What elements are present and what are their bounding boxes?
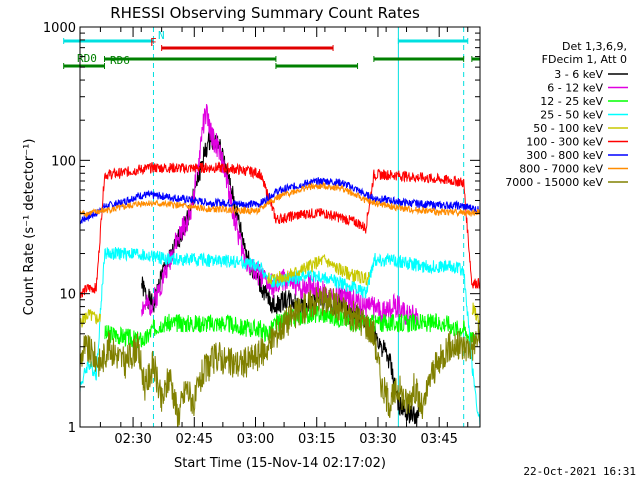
series-line-4 [80,254,480,328]
y-tick-label: 1 [68,421,76,436]
chart-title: RHESSI Observing Summary Count Rates [110,4,420,22]
series-group [80,103,480,427]
legend-entry-label: 50 - 100 keV [533,122,603,135]
series-line-5 [80,161,480,299]
legend-entry-label: 25 - 50 keV [540,109,603,122]
legend-entry-label: 800 - 7000 keV [519,163,603,176]
footer-timestamp: 22-Oct-2021 16:31 [523,465,636,478]
x-axis: 02:30 02:45 03:00 03:15 03:30 03:45 [79,27,469,447]
series-line-7 [80,181,480,219]
legend-entry-label: 12 - 25 keV [540,95,603,108]
legend-header: FDecim 1, Att 0 [542,53,627,66]
flag-label-f: F [150,36,157,49]
series-line-6 [80,177,480,225]
y-axis: 1 10 100 1000 [43,21,480,436]
x-tick-label: 03:00 [237,432,274,447]
flag-label-n: N [158,29,165,42]
x-tick-label: 03:15 [298,432,335,447]
y-tick-label: 100 [51,154,76,169]
legend-entry-label: 6 - 12 keV [547,82,603,95]
series-line-3 [80,246,480,427]
x-axis-label: Start Time (15-Nov-14 02:17:02) [174,456,386,471]
y-axis-label: Count Rate (s⁻¹ detector⁻¹) [22,139,37,316]
x-tick-label: 02:45 [176,432,213,447]
plot-frame [79,26,481,428]
vertical-markers [79,27,465,427]
series-line-8 [80,286,480,427]
y-tick-label: 10 [59,288,76,303]
flag-label-rd6: RD6 [110,54,130,67]
flag-bars: NF RD0 RD6 [63,29,481,69]
legend-entry-label: 3 - 6 keV [554,68,603,81]
y-tick-label: 1000 [43,21,76,36]
x-tick-label: 03:45 [420,432,457,447]
legend-entry-label: 300 - 800 keV [526,149,603,162]
x-tick-label: 03:30 [359,432,396,447]
x-tick-label: 02:30 [114,432,151,447]
legend-entry-label: 7000 - 15000 keV [505,176,603,189]
flag-label-rd0: RD0 [77,52,97,65]
legend-header: Det 1,3,6,9, [562,40,627,53]
legend-entry-label: 100 - 300 keV [526,136,603,149]
